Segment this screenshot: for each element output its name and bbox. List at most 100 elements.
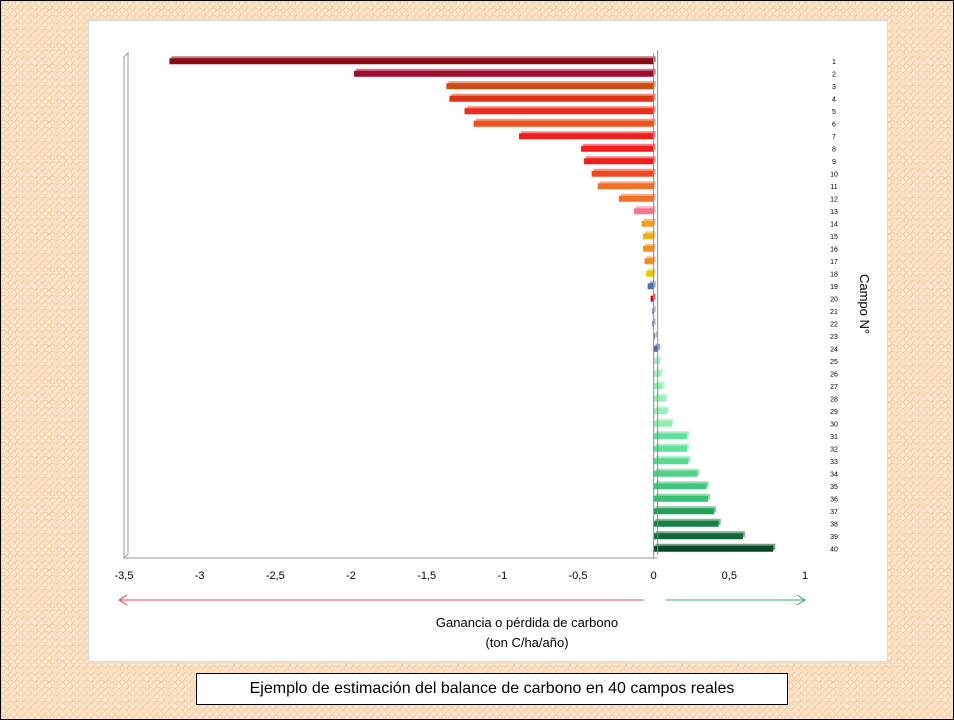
category-label: 1: [832, 59, 836, 66]
category-label: 33: [830, 459, 838, 466]
category-label: 15: [830, 234, 838, 241]
bar: [464, 108, 654, 115]
category-label: 40: [830, 546, 838, 553]
x-tick-label: -0,5: [569, 570, 588, 582]
category-label: 19: [830, 284, 838, 291]
bar: [653, 483, 707, 490]
category-label: 25: [830, 359, 838, 366]
bar: [653, 458, 689, 465]
bar: [653, 470, 698, 477]
bar-top-face: [655, 331, 658, 338]
category-label: 34: [830, 471, 838, 478]
bar: [653, 345, 659, 352]
x-tick-label: -2,5: [266, 570, 285, 582]
chart-back-wall: [123, 51, 658, 560]
category-label: 28: [830, 396, 838, 403]
category-label: 2: [832, 71, 836, 78]
bar: [653, 545, 774, 552]
direction-arrows: [118, 594, 806, 606]
bar: [652, 308, 654, 315]
category-label: 32: [830, 446, 838, 453]
x-tick-label: 1: [802, 570, 808, 582]
category-label: 17: [830, 259, 838, 266]
bar: [653, 395, 666, 402]
category-label: 6: [832, 121, 836, 128]
bar: [581, 145, 654, 152]
bar: [652, 320, 654, 327]
x-axis-title-line-2: (ton C/ha/año): [485, 635, 568, 650]
bar: [653, 520, 719, 527]
bar: [449, 95, 654, 102]
bar: [169, 58, 654, 65]
bar: [653, 433, 687, 440]
zero-axis: [653, 50, 659, 558]
bar: [653, 508, 715, 515]
slide-caption: Ejemplo de estimación del balance de car…: [196, 673, 788, 705]
x-tick-label: -1: [497, 570, 507, 582]
category-label: 35: [830, 484, 838, 491]
bar: [653, 333, 656, 340]
bar: [653, 408, 668, 415]
category-label: 13: [830, 209, 838, 216]
bar: [653, 420, 672, 427]
category-label: 12: [830, 196, 838, 203]
category-label: 38: [830, 521, 838, 528]
category-label: 26: [830, 371, 838, 378]
bar: [641, 220, 654, 227]
category-label: 16: [830, 246, 838, 253]
x-tick-label: -1,5: [417, 570, 436, 582]
category-label: 4: [832, 96, 836, 103]
bar: [633, 208, 654, 215]
category-label: 39: [830, 534, 838, 541]
bar: [647, 283, 654, 290]
bar: [446, 83, 654, 90]
category-label: 20: [830, 296, 838, 303]
category-label: 11: [830, 184, 837, 191]
category-label: 27: [830, 384, 838, 391]
chart-panel: -3,5 -3 -2,5 -2 -1,5 -1 -0,5 0 0,5 1 1 2 3 4 5 6 7 8 9 10 1…: [88, 20, 888, 662]
category-label: 36: [830, 496, 838, 503]
category-label: 10: [830, 171, 838, 178]
bar: [597, 183, 654, 190]
category-label: 9: [832, 159, 836, 166]
x-tick-label: -3,5: [115, 570, 134, 582]
category-label: 22: [830, 321, 838, 328]
bar: [473, 120, 654, 127]
x-tick-label: 0,5: [722, 570, 737, 582]
bar: [618, 195, 654, 202]
x-axis-title-line-1: Ganancia o pérdida de carbono: [436, 615, 618, 630]
category-label: 31: [830, 434, 838, 441]
bars-group: [169, 56, 776, 552]
bar: [643, 245, 654, 252]
category-label: 29: [830, 409, 838, 416]
bar: [653, 533, 743, 540]
bar: [650, 295, 654, 302]
bar: [518, 133, 654, 140]
category-label: 7: [832, 134, 836, 141]
bar: [643, 233, 654, 240]
category-label: 5: [832, 109, 836, 116]
category-label: 14: [830, 221, 838, 228]
x-tick-label: -2: [346, 570, 356, 582]
category-label: 18: [830, 271, 838, 278]
gain-arrow-head: [796, 594, 806, 606]
bar-top-face: [654, 306, 656, 313]
bar: [653, 445, 687, 452]
bar: [653, 383, 663, 390]
category-label: 24: [830, 346, 838, 353]
x-tick-label: -3: [195, 570, 205, 582]
x-tick-labels: -3,5 -3 -2,5 -2 -1,5 -1 -0,5 0 0,5 1: [115, 570, 809, 582]
category-label: 8: [832, 146, 836, 153]
back-wall-panel: [123, 51, 129, 560]
category-label: 21: [830, 309, 838, 316]
bar-top-face: [654, 318, 656, 325]
category-label: 23: [830, 334, 838, 341]
bar: [584, 158, 654, 165]
bar: [653, 495, 709, 502]
bar: [646, 270, 654, 277]
x-tick-label: 0: [651, 570, 657, 582]
bar: [644, 258, 654, 265]
y-axis-title: Campo N°: [857, 274, 872, 334]
category-label: 3: [832, 84, 836, 91]
category-label: 30: [830, 421, 838, 428]
